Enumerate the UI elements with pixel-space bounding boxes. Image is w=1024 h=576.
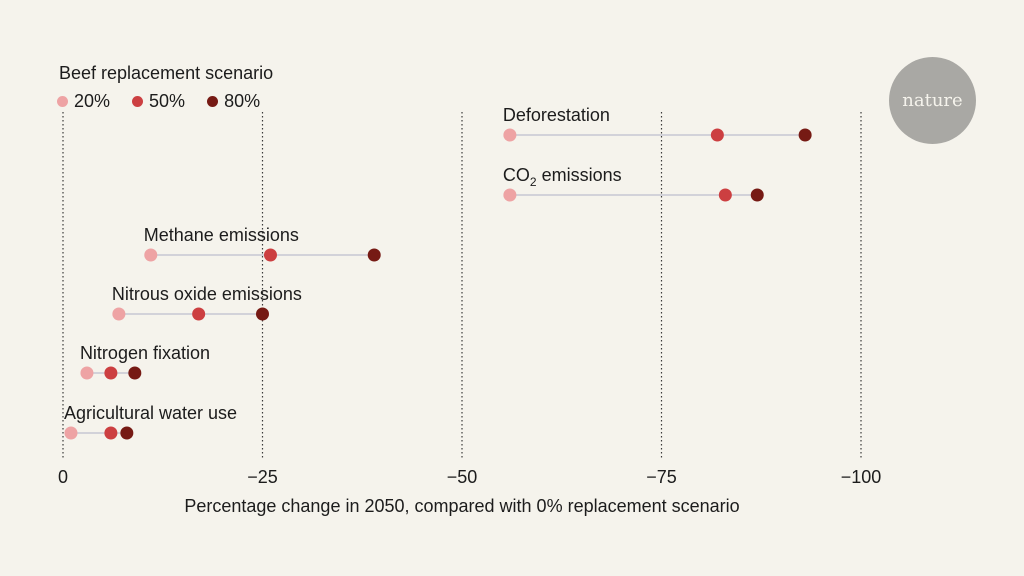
dot-20pct [503, 188, 517, 202]
row-methane-emissions: Methane emissions [144, 225, 381, 262]
dot-20pct [64, 426, 78, 440]
dot-20pct [503, 128, 517, 142]
legend-item-20: 20% [57, 91, 110, 112]
dot-20pct [80, 366, 94, 380]
dot-80pct [120, 426, 134, 440]
dot-50pct [718, 188, 732, 202]
category-label: Agricultural water use [64, 403, 237, 423]
legend-dot-50 [132, 96, 144, 107]
dot-50pct [104, 426, 118, 440]
x-tick-label: −75 [646, 467, 677, 487]
dot-50pct [104, 366, 118, 380]
legend-item-80: 80% [207, 91, 260, 112]
legend-dot-20 [57, 96, 68, 107]
category-label: Methane emissions [144, 225, 299, 245]
x-tick-label: −50 [447, 467, 478, 487]
row-co2-emissions: CO2 emissions [503, 165, 764, 202]
dot-50pct [710, 128, 724, 142]
dot-20pct [144, 248, 158, 262]
x-tick-label: −100 [841, 467, 882, 487]
legend-item-50: 50% [132, 91, 185, 112]
category-label: CO2 emissions [503, 165, 622, 189]
row-nitrous-oxide-emissions: Nitrous oxide emissions [112, 284, 302, 321]
logo-text: nature [902, 90, 963, 111]
row-deforestation: Deforestation [503, 105, 812, 142]
category-label: Nitrogen fixation [80, 343, 210, 363]
legend-label-80: 80% [224, 91, 261, 111]
dot-80pct [256, 307, 269, 321]
dot-80pct [798, 128, 812, 142]
nature-logo: nature [889, 57, 976, 144]
legend: 20% 50% 80% [57, 91, 282, 112]
dot-50pct [192, 307, 206, 321]
legend-label-50: 50% [149, 91, 186, 111]
legend-dot-80 [207, 96, 219, 107]
row-agricultural-water-use: Agricultural water use [64, 403, 237, 440]
category-label: Deforestation [503, 105, 610, 125]
legend-label-20: 20% [74, 91, 111, 111]
row-nitrogen-fixation: Nitrogen fixation [80, 343, 210, 380]
x-tick-label: −25 [247, 467, 278, 487]
x-tick-label: 0 [58, 467, 68, 487]
x-axis-label: Percentage change in 2050, compared with… [184, 496, 739, 516]
dot-80pct [128, 366, 142, 380]
dot-50pct [263, 248, 277, 262]
category-label: Nitrous oxide emissions [112, 284, 302, 304]
dot-80pct [367, 248, 381, 262]
dot-80pct [750, 188, 764, 202]
legend-title: Beef replacement scenario [59, 63, 274, 83]
dot-20pct [112, 307, 126, 321]
